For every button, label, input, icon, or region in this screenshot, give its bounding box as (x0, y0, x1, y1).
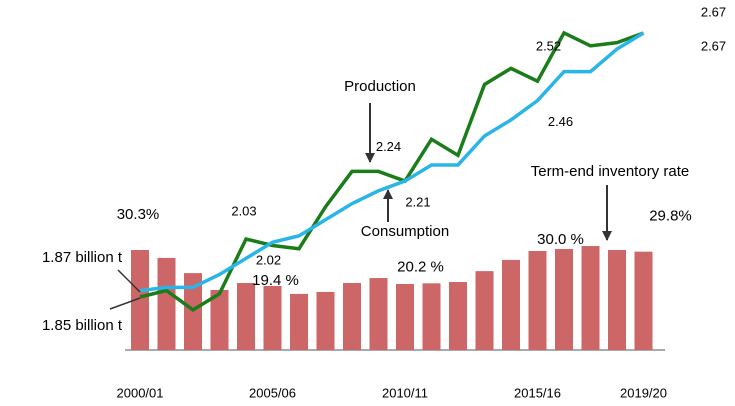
data-label: 2.46 (548, 114, 573, 129)
data-label: 2.02 (256, 253, 281, 268)
bar (608, 250, 626, 350)
data-label: 19.4 % (252, 272, 299, 289)
data-label: 2.67 (701, 38, 726, 53)
bar (555, 249, 573, 350)
bar (316, 291, 335, 350)
bar (290, 293, 308, 350)
data-label: 2.24 (376, 139, 401, 154)
bar (210, 289, 229, 350)
bar (263, 285, 282, 350)
leader-line (109, 297, 141, 310)
x-tick-label: 2019/20 (620, 385, 667, 400)
bar (449, 282, 467, 350)
annotation: Term-end inventory rate (531, 163, 689, 180)
bar (528, 251, 547, 350)
bar (422, 283, 441, 350)
bar (343, 283, 361, 350)
data-label: 29.8% (649, 208, 692, 225)
line (139, 30, 645, 312)
line (139, 31, 645, 293)
x-tick-label: 2000/01 (117, 385, 164, 400)
annotation: 1.87 billion t (42, 249, 123, 266)
leader-line (117, 269, 141, 293)
annotation: 1.85 billion t (42, 317, 123, 334)
bar (634, 251, 653, 350)
x-tick-label: 2005/06 (249, 385, 296, 400)
annotation: Consumption (361, 223, 449, 240)
annotation: Production (344, 78, 416, 95)
data-label: 30.0 % (537, 231, 584, 248)
bar (237, 283, 255, 350)
bar (475, 271, 494, 350)
x-tick-label: 2010/11 (382, 385, 428, 400)
data-label: 2.67 (701, 4, 726, 19)
data-label: 30.3% (117, 206, 160, 223)
data-label: 2.21 (405, 195, 430, 210)
x-tick-label: 2015/16 (514, 385, 561, 400)
bar (369, 278, 388, 350)
bar (396, 284, 414, 350)
bar (131, 250, 149, 350)
bar (502, 259, 520, 350)
data-label: 20.2 % (397, 258, 444, 275)
bar (157, 257, 176, 350)
data-label: 2.03 (231, 203, 256, 218)
bar (581, 246, 600, 350)
data-label: 2.52 (536, 39, 561, 54)
